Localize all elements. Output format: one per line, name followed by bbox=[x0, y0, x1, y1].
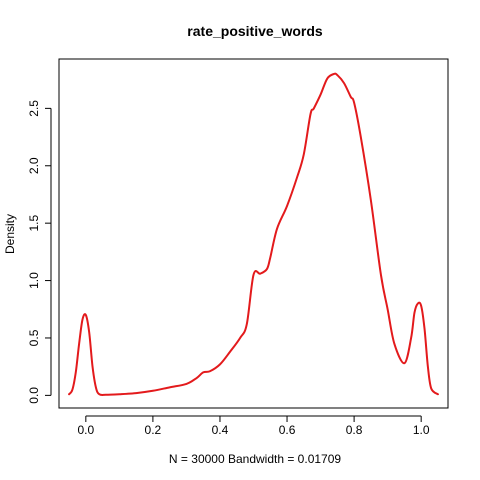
x-tick-label: 0.0 bbox=[77, 423, 94, 437]
y-tick-label: 0.0 bbox=[27, 387, 41, 404]
x-tick-label: 0.2 bbox=[145, 423, 162, 437]
x-axis-label: N = 30000 Bandwidth = 0.01709 bbox=[169, 452, 341, 466]
y-axis-label: Density bbox=[3, 214, 17, 254]
chart-title: rate_positive_words bbox=[187, 23, 323, 39]
x-tick-label: 0.8 bbox=[346, 423, 363, 437]
y-tick-label: 2.5 bbox=[27, 100, 41, 117]
y-tick-label: 1.0 bbox=[27, 272, 41, 289]
x-tick-label: 0.6 bbox=[279, 423, 296, 437]
y-tick-label: 0.5 bbox=[27, 329, 41, 346]
x-tick-label: 0.4 bbox=[212, 423, 229, 437]
plot-area-frame bbox=[58, 58, 449, 409]
series-layer bbox=[68, 72, 439, 396]
y-axis: 0.0 0.5 1.0 1.5 2.0 2.5 bbox=[27, 100, 52, 404]
x-tick-label: 1.0 bbox=[413, 423, 430, 437]
density-series-line bbox=[68, 72, 439, 396]
x-axis: 0.0 0.2 0.4 0.6 0.8 1.0 bbox=[77, 415, 430, 437]
y-tick-label: 2.0 bbox=[27, 157, 41, 174]
y-tick-label: 1.5 bbox=[27, 215, 41, 232]
